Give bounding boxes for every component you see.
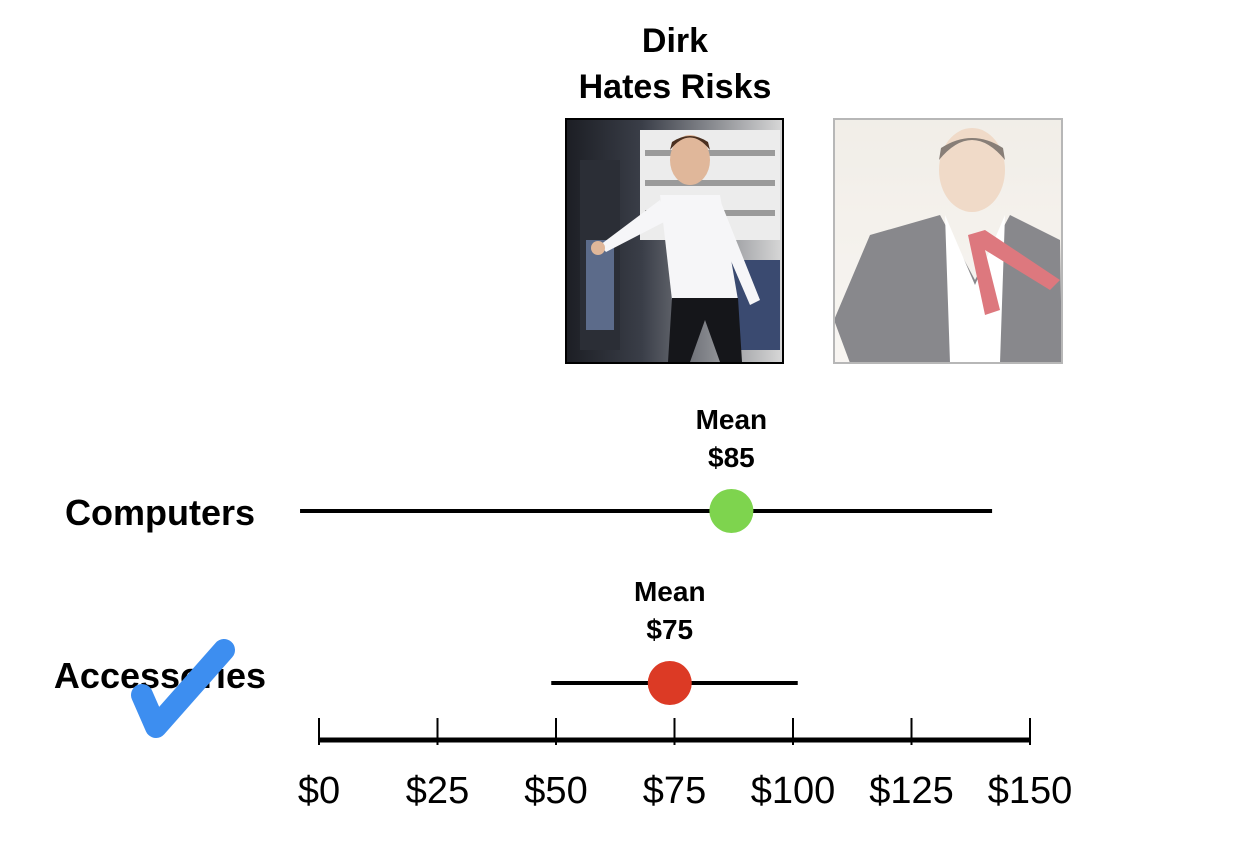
x-axis: $0 $25 $50 $75 $100 $125 $150 [298, 718, 1072, 812]
mean-title-label: Mean [634, 576, 706, 607]
x-tick-label: $150 [988, 770, 1073, 812]
x-tick-label: $50 [524, 770, 587, 812]
businessman-photo-icon [833, 118, 1063, 364]
mean-value-label: $75 [646, 614, 693, 645]
check-mark-icon [131, 639, 235, 738]
x-tick-label: $100 [751, 770, 836, 812]
salesman-photo-icon [565, 118, 784, 364]
persona-name: Dirk [642, 22, 708, 60]
range-series: Mean $85 Mean $75 [300, 404, 993, 705]
x-tick-label: $125 [869, 770, 954, 812]
x-tick-label: $25 [406, 770, 469, 812]
x-tick-label: $75 [643, 770, 706, 812]
mean-title-label: Mean [696, 404, 768, 435]
mean-marker-accessories [647, 661, 692, 705]
row-label-computers: Computers [65, 492, 255, 533]
mean-marker-computers [709, 489, 754, 533]
mean-value-label: $85 [708, 442, 755, 473]
persona-trait: Hates Risks [579, 68, 772, 106]
x-tick-label: $0 [298, 770, 340, 812]
row-label-accessories: Accessories [54, 655, 266, 696]
